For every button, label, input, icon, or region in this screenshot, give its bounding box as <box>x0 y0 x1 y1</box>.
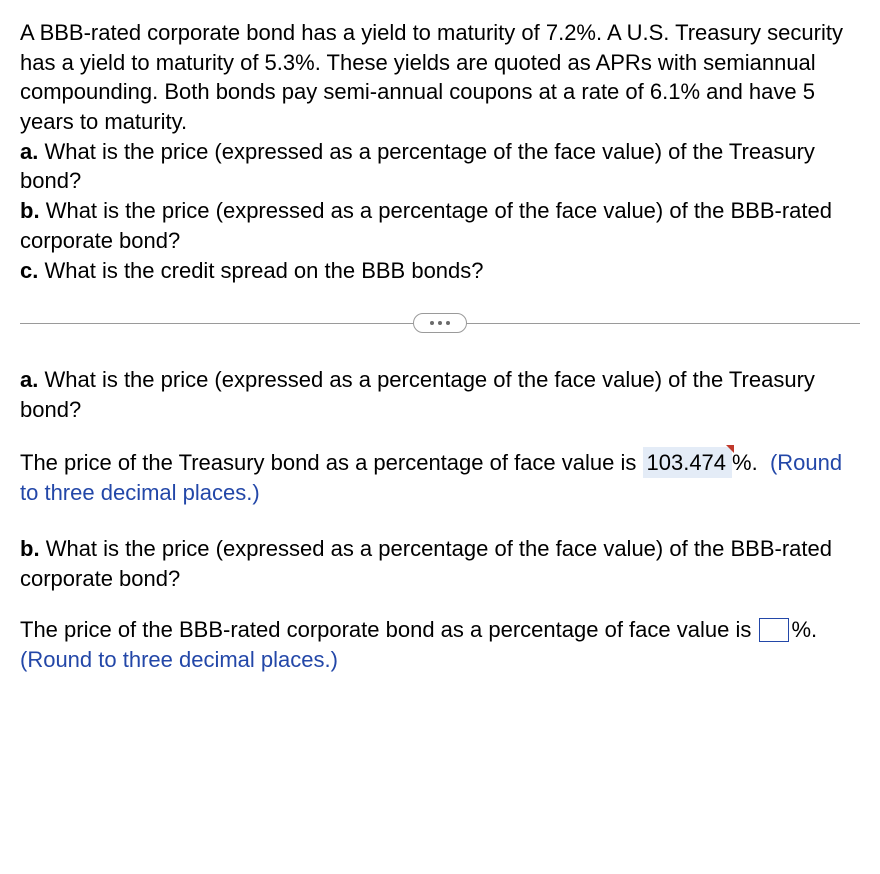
answer-a-label: a. <box>20 367 38 392</box>
answer-a-input[interactable]: 103.474 <box>643 447 733 479</box>
answer-a-question: a. What is the price (expressed as a per… <box>20 365 860 424</box>
part-b-text: What is the price (expressed as a percen… <box>20 198 832 253</box>
dots-icon <box>438 321 442 325</box>
problem-intro: A BBB-rated corporate bond has a yield t… <box>20 20 843 134</box>
answer-b-unit: %. <box>791 617 817 642</box>
answer-b-lead: The price of the BBB-rated corporate bon… <box>20 617 751 642</box>
answer-b-question: b. What is the price (expressed as a per… <box>20 534 860 593</box>
answer-b-line: The price of the BBB-rated corporate bon… <box>20 615 860 674</box>
answer-a-unit: %. <box>732 450 758 475</box>
answer-b-instruction: (Round to three decimal places.) <box>20 647 338 672</box>
dots-icon <box>430 321 434 325</box>
part-c-text: What is the credit spread on the BBB bon… <box>44 258 483 283</box>
problem-statement: A BBB-rated corporate bond has a yield t… <box>20 18 860 285</box>
answer-b-label: b. <box>20 536 40 561</box>
part-a-text: What is the price (expressed as a percen… <box>20 139 815 194</box>
answer-b-question-text: What is the price (expressed as a percen… <box>20 536 832 591</box>
part-b-label: b. <box>20 198 40 223</box>
answer-section: a. What is the price (expressed as a per… <box>20 365 860 675</box>
part-a-label: a. <box>20 139 38 164</box>
answer-a-lead: The price of the Treasury bond as a perc… <box>20 450 636 475</box>
answer-a-line: The price of the Treasury bond as a perc… <box>20 447 860 508</box>
part-c-label: c. <box>20 258 38 283</box>
dots-icon <box>446 321 450 325</box>
answer-a-question-text: What is the price (expressed as a percen… <box>20 367 815 422</box>
answer-b-input[interactable] <box>759 618 789 642</box>
expand-button[interactable] <box>413 313 467 333</box>
section-divider <box>20 309 860 337</box>
